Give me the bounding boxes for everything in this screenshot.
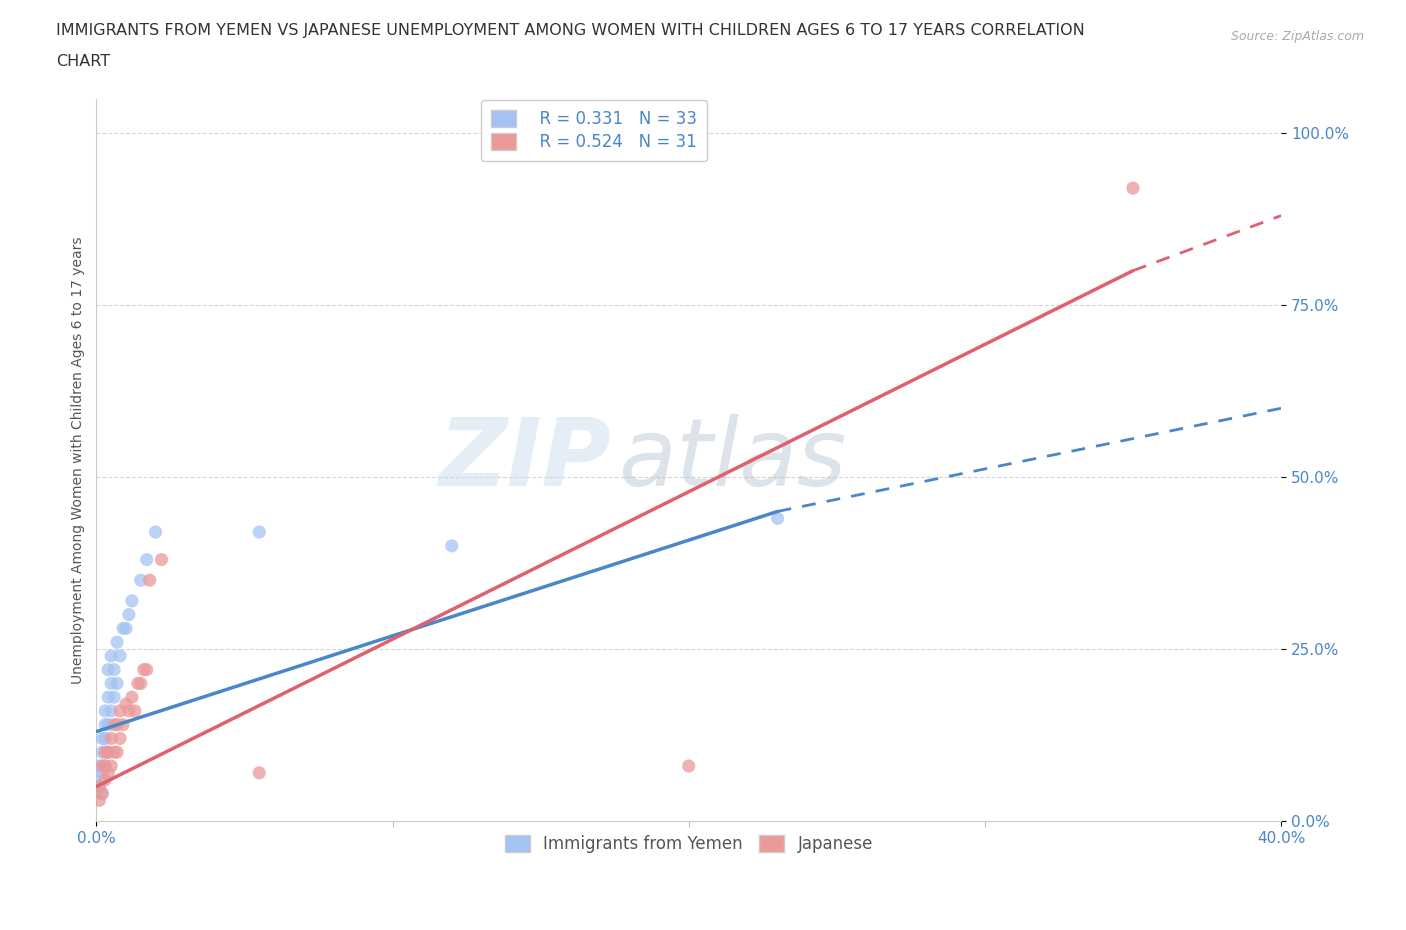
Point bbox=[111, 621, 134, 636]
Point bbox=[108, 703, 131, 718]
Point bbox=[91, 786, 114, 801]
Point bbox=[94, 772, 117, 787]
Point bbox=[115, 621, 138, 636]
Point bbox=[121, 593, 143, 608]
Point bbox=[91, 745, 114, 760]
Point bbox=[145, 525, 167, 539]
Point bbox=[94, 759, 117, 774]
Point bbox=[100, 703, 122, 718]
Point bbox=[89, 759, 111, 774]
Point bbox=[108, 648, 131, 663]
Point bbox=[89, 772, 111, 787]
Point bbox=[118, 607, 141, 622]
Point bbox=[100, 731, 122, 746]
Point bbox=[97, 745, 120, 760]
Point bbox=[115, 697, 138, 711]
Point bbox=[105, 717, 128, 732]
Point bbox=[91, 759, 114, 774]
Point bbox=[97, 717, 120, 732]
Point bbox=[111, 717, 134, 732]
Point bbox=[94, 759, 117, 774]
Point bbox=[89, 779, 111, 794]
Point bbox=[91, 786, 114, 801]
Point bbox=[247, 765, 270, 780]
Point bbox=[94, 703, 117, 718]
Point bbox=[89, 779, 111, 794]
Point bbox=[97, 690, 120, 705]
Point bbox=[108, 731, 131, 746]
Point bbox=[100, 676, 122, 691]
Point bbox=[97, 662, 120, 677]
Point bbox=[100, 759, 122, 774]
Point bbox=[127, 676, 149, 691]
Point bbox=[105, 676, 128, 691]
Point bbox=[89, 793, 111, 808]
Point bbox=[97, 745, 120, 760]
Point bbox=[138, 573, 160, 588]
Text: Source: ZipAtlas.com: Source: ZipAtlas.com bbox=[1230, 30, 1364, 43]
Point bbox=[150, 552, 173, 567]
Y-axis label: Unemployment Among Women with Children Ages 6 to 17 years: Unemployment Among Women with Children A… bbox=[72, 236, 86, 684]
Point bbox=[91, 731, 114, 746]
Point bbox=[118, 703, 141, 718]
Point bbox=[103, 745, 125, 760]
Point bbox=[94, 717, 117, 732]
Point bbox=[129, 676, 152, 691]
Legend: Immigrants from Yemen, Japanese: Immigrants from Yemen, Japanese bbox=[498, 828, 880, 859]
Text: CHART: CHART bbox=[56, 54, 110, 69]
Point bbox=[1122, 180, 1144, 195]
Point bbox=[103, 690, 125, 705]
Point bbox=[94, 745, 117, 760]
Point bbox=[440, 538, 463, 553]
Point bbox=[135, 662, 157, 677]
Point bbox=[121, 690, 143, 705]
Point bbox=[247, 525, 270, 539]
Text: atlas: atlas bbox=[617, 415, 846, 505]
Point bbox=[135, 552, 157, 567]
Point bbox=[678, 759, 700, 774]
Text: IMMIGRANTS FROM YEMEN VS JAPANESE UNEMPLOYMENT AMONG WOMEN WITH CHILDREN AGES 6 : IMMIGRANTS FROM YEMEN VS JAPANESE UNEMPL… bbox=[56, 23, 1085, 38]
Text: ZIP: ZIP bbox=[439, 414, 612, 506]
Point bbox=[132, 662, 155, 677]
Point bbox=[124, 703, 146, 718]
Point bbox=[766, 511, 789, 525]
Point bbox=[103, 717, 125, 732]
Point bbox=[105, 634, 128, 649]
Point bbox=[94, 731, 117, 746]
Point bbox=[103, 662, 125, 677]
Point bbox=[91, 765, 114, 780]
Point bbox=[97, 765, 120, 780]
Point bbox=[129, 573, 152, 588]
Point bbox=[100, 648, 122, 663]
Point bbox=[105, 745, 128, 760]
